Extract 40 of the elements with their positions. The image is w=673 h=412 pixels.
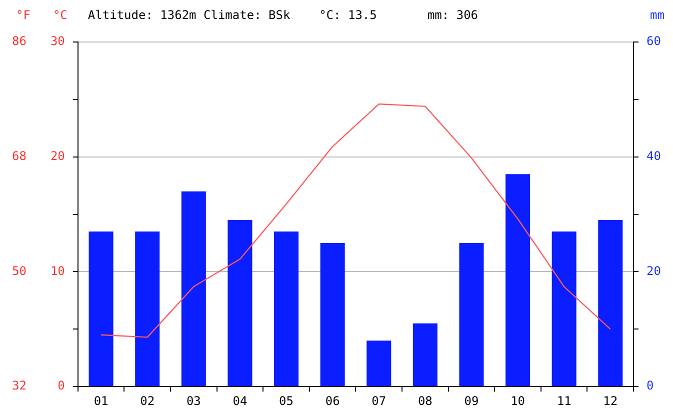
- y-tick-label: 0: [58, 378, 65, 393]
- y2-tick-label: 20: [646, 264, 662, 278]
- y2-axis-title: mm: [650, 8, 664, 22]
- y3-tick-label: 68: [12, 148, 26, 163]
- x-tick-label: 12: [603, 394, 618, 408]
- bar: [181, 191, 206, 386]
- bar: [552, 232, 576, 386]
- y3-tick-label: 32: [12, 378, 26, 393]
- x-tick-label: 10: [510, 394, 526, 408]
- x-tick-label: 06: [325, 394, 340, 408]
- y3-tick-label: 50: [12, 264, 26, 278]
- y3-tick-label: 86: [12, 34, 26, 48]
- bar: [274, 232, 299, 386]
- y2-tick-label: 60: [646, 34, 662, 48]
- y-tick-label: 20: [50, 148, 65, 163]
- y3-axis-title: °F: [16, 8, 30, 22]
- y2-tick-label: 40: [646, 148, 662, 163]
- bar: [320, 243, 345, 386]
- y-tick-label: 30: [50, 34, 65, 48]
- y-axis-title: °C: [52, 8, 68, 22]
- bar: [228, 220, 252, 386]
- x-tick-label: 09: [464, 394, 479, 408]
- x-tick-label: 04: [232, 394, 248, 408]
- x-tick-label: 03: [186, 394, 201, 408]
- bar: [506, 174, 530, 386]
- bar: [412, 323, 438, 386]
- x-tick-label: 08: [418, 394, 432, 408]
- bar: [459, 243, 484, 386]
- chart-title: Altitude: 1362m Climate: BSk °C: 13.5 mm: 306: [88, 8, 478, 22]
- x-tick-label: 05: [279, 394, 294, 408]
- y-tick-label: 10: [50, 264, 65, 278]
- bar: [135, 232, 160, 386]
- x-tick-label: 01: [94, 394, 108, 408]
- x-tick-label: 11: [556, 394, 572, 408]
- y2-tick-label: 0: [646, 378, 654, 393]
- bar: [598, 220, 623, 386]
- x-tick-label: 02: [140, 394, 155, 408]
- x-tick-label: 07: [372, 394, 386, 408]
- bar: [88, 232, 114, 386]
- bar: [366, 340, 392, 386]
